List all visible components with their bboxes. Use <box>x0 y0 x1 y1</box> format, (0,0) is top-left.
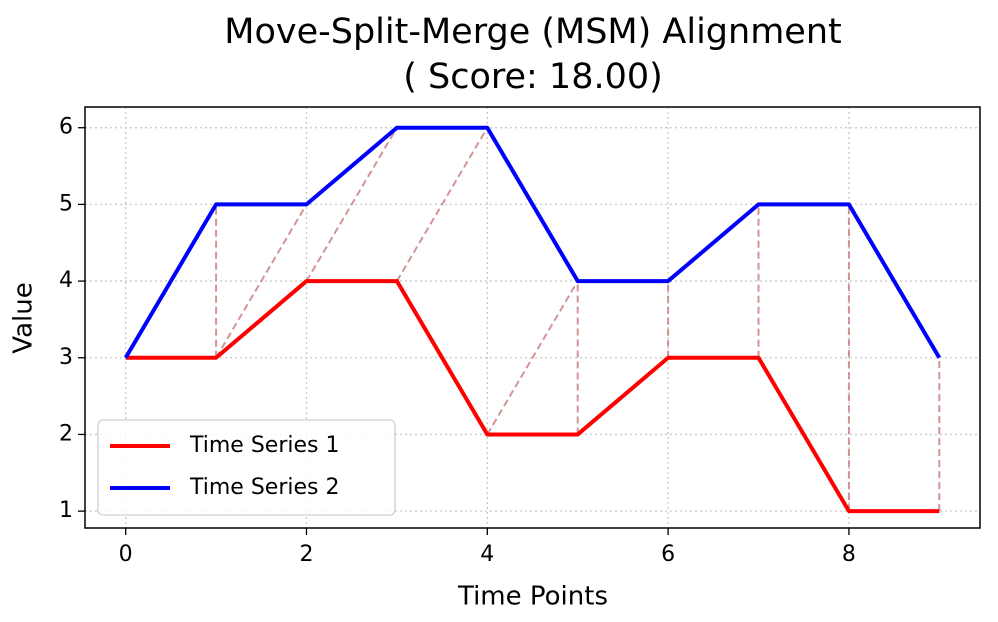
x-tick-label: 6 <box>661 542 675 567</box>
series-line <box>123 125 942 359</box>
alignment-line <box>305 127 398 282</box>
legend-box <box>97 419 396 516</box>
series-line <box>125 279 940 514</box>
chart-subtitle: ( Score: 18.00) <box>403 57 663 97</box>
legend-label: Time Series 2 <box>189 475 339 500</box>
x-tick-label: 8 <box>842 542 856 567</box>
x-tick-label: 4 <box>480 542 494 567</box>
y-axis-label: Value <box>9 282 39 353</box>
y-tick-label: 5 <box>59 191 73 216</box>
x-tick-label: 0 <box>119 542 133 567</box>
y-tick-label: 6 <box>59 115 73 140</box>
alignment-line <box>215 203 308 359</box>
x-tick-label: 2 <box>299 542 313 567</box>
y-tick-label: 1 <box>59 498 73 523</box>
y-tick-label: 2 <box>59 421 73 446</box>
plot-frame <box>84 106 981 529</box>
chart-title: Move-Split-Merge (MSM) Alignment <box>224 12 841 52</box>
alignment-line <box>396 127 489 282</box>
y-tick-label: 3 <box>59 345 73 370</box>
alignment-line <box>486 280 579 435</box>
y-tick-label: 4 <box>59 268 73 293</box>
legend-label: Time Series 1 <box>189 433 339 458</box>
x-axis-label: Time Points <box>457 582 608 612</box>
